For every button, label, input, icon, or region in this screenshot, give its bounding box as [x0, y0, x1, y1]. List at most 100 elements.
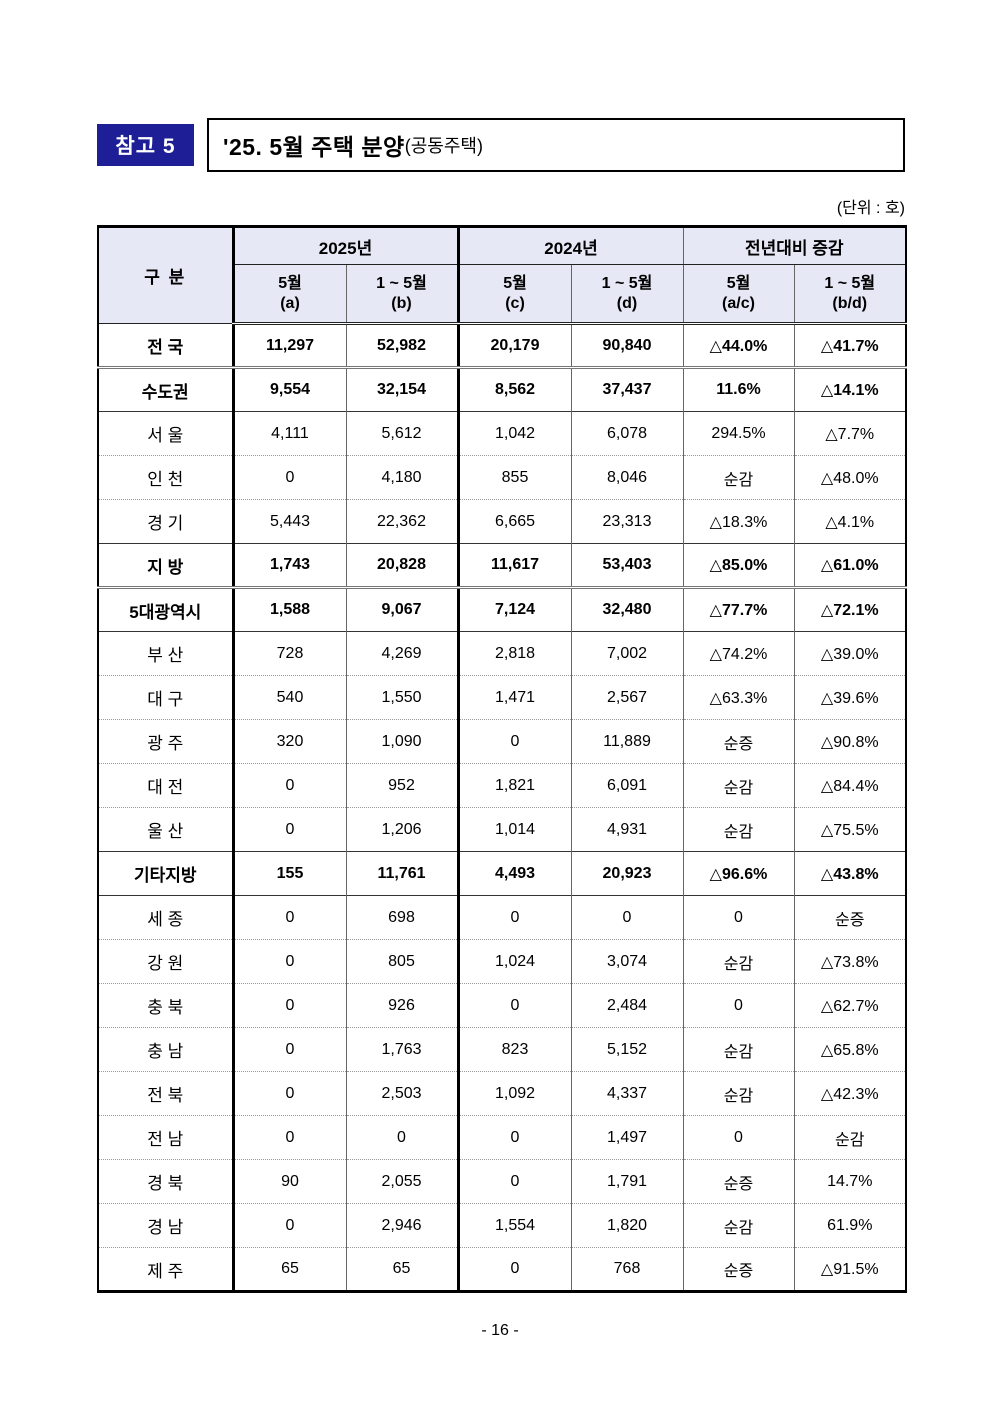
table-body: 전 국 11,297 52,982 20,179 90,840 △44.0% △41.7% 수… [97, 323, 907, 1292]
value-cell: 1,014 [457, 807, 572, 852]
value-cell: △96.6% [682, 851, 795, 896]
value-cell: 855 [457, 455, 572, 500]
value-cell: 65 [345, 1247, 460, 1292]
group-header-2024: 2024년 [457, 226, 684, 265]
value-cell: 1,821 [457, 763, 572, 808]
value-cell: 20,179 [457, 323, 572, 368]
row-label: 기타지방 [97, 851, 235, 896]
subheader-may-c: 5월 (c) [457, 264, 572, 325]
value-cell: 0 [232, 1071, 347, 1116]
value-cell: △84.4% [793, 763, 907, 808]
value-cell: 0 [232, 1203, 347, 1248]
row-label: 전 남 [97, 1115, 235, 1160]
subheader-line2: (a/c) [722, 294, 755, 312]
row-label: 수도권 [97, 366, 235, 412]
value-cell: 1,763 [345, 1027, 460, 1072]
group-header-2025: 2025년 [232, 226, 460, 265]
value-cell: 0 [232, 1115, 347, 1160]
value-cell: 8,562 [457, 366, 572, 412]
value-cell: 823 [457, 1027, 572, 1072]
value-cell: 11,761 [345, 851, 460, 896]
value-cell: 155 [232, 851, 347, 896]
subheader-line2: (c) [505, 294, 525, 312]
value-cell: 1,497 [570, 1115, 684, 1160]
page-title-suffix: (공동주택) [404, 136, 483, 156]
value-cell: △91.5% [793, 1247, 907, 1292]
row-label: 경 기 [97, 499, 235, 544]
value-cell: △48.0% [793, 455, 907, 500]
table-header: 구 분 2025년 2024년 전년대비 증감 5월 (a) 1 ~ 5월 (b… [97, 226, 907, 325]
value-cell: 2,503 [345, 1071, 460, 1116]
value-cell: 37,437 [570, 366, 684, 412]
row-label: 경 북 [97, 1159, 235, 1204]
value-cell: △43.8% [793, 851, 907, 896]
value-cell: 90,840 [570, 323, 684, 368]
value-cell: 순증 [682, 1159, 795, 1204]
value-cell: 순감 [682, 455, 795, 500]
value-cell: 65 [232, 1247, 347, 1292]
value-cell: 8,046 [570, 455, 684, 500]
row-label: 지 방 [97, 543, 235, 588]
value-cell: 0 [457, 895, 572, 940]
value-cell: 53,403 [570, 543, 684, 588]
value-cell: 320 [232, 719, 347, 764]
value-cell: 4,337 [570, 1071, 684, 1116]
subheader-line2: (d) [616, 294, 638, 312]
value-cell: 순감 [682, 939, 795, 984]
value-cell: 4,931 [570, 807, 684, 852]
subheader-line1: 1 ~ 5월 [376, 275, 427, 293]
value-cell: 294.5% [682, 411, 795, 456]
value-cell: 698 [345, 895, 460, 940]
value-cell: 1,554 [457, 1203, 572, 1248]
table-row: 전 국 11,297 52,982 20,179 90,840 △44.0% △41.7% [97, 323, 907, 368]
value-cell: 0 [457, 1159, 572, 1204]
row-label: 서 울 [97, 411, 235, 456]
value-cell: 952 [345, 763, 460, 808]
table-row: 5대광역시 1,588 9,067 7,124 32,480 △77.7% △72.1% [97, 586, 907, 632]
table-row: 인 천 0 4,180 855 8,046 순감 △48.0% [97, 455, 907, 500]
value-cell: △39.6% [793, 675, 907, 720]
value-cell: 11.6% [682, 366, 795, 412]
value-cell: △18.3% [682, 499, 795, 544]
table-row: 수도권 9,554 32,154 8,562 37,437 11.6% △14.1% [97, 366, 907, 412]
value-cell: △85.0% [682, 543, 795, 588]
value-cell: △44.0% [682, 323, 795, 368]
subheader-jan-may-b: 1 ~ 5월 (b) [345, 264, 460, 325]
value-cell: 1,820 [570, 1203, 684, 1248]
value-cell: 4,111 [232, 411, 347, 456]
value-cell: 2,946 [345, 1203, 460, 1248]
value-cell: 0 [457, 1247, 572, 1292]
row-label: 대 전 [97, 763, 235, 808]
value-cell: 0 [457, 719, 572, 764]
subheader-jan-may-d: 1 ~ 5월 (d) [570, 264, 684, 325]
subheader-line2: (b/d) [832, 294, 868, 312]
table-row: 경 남 0 2,946 1,554 1,820 순감 61.9% [97, 1203, 907, 1248]
row-label: 전 국 [97, 323, 235, 368]
housing-sales-table: 구 분 2025년 2024년 전년대비 증감 5월 (a) 1 ~ 5월 (b… [97, 225, 908, 1293]
value-cell: 2,818 [457, 631, 572, 676]
value-cell: 5,443 [232, 499, 347, 544]
subheader-line2: (b) [391, 294, 412, 312]
value-cell: 22,362 [345, 499, 460, 544]
value-cell: 순감 [682, 1027, 795, 1072]
corner-header-cell: 구 분 [97, 226, 235, 324]
value-cell: 0 [232, 939, 347, 984]
value-cell: 1,791 [570, 1159, 684, 1204]
value-cell: △75.5% [793, 807, 907, 852]
title-box: '25. 5월 주택 분양 (공동주택) [207, 118, 905, 172]
value-cell: 1,042 [457, 411, 572, 456]
value-cell: △90.8% [793, 719, 907, 764]
table-row: 서 울 4,111 5,612 1,042 6,078 294.5% △7.7% [97, 411, 907, 456]
value-cell: 0 [232, 983, 347, 1028]
row-label: 광 주 [97, 719, 235, 764]
value-cell: 32,154 [345, 366, 460, 412]
value-cell: △73.8% [793, 939, 907, 984]
value-cell: 52,982 [345, 323, 460, 368]
value-cell: 0 [570, 895, 684, 940]
value-cell: △14.1% [793, 366, 907, 412]
table-row: 부 산 728 4,269 2,818 7,002 △74.2% △39.0% [97, 631, 907, 676]
value-cell: 6,078 [570, 411, 684, 456]
value-cell: △77.7% [682, 586, 795, 632]
subheader-jan-may-bd: 1 ~ 5월 (b/d) [793, 264, 907, 325]
row-label: 전 북 [97, 1071, 235, 1116]
